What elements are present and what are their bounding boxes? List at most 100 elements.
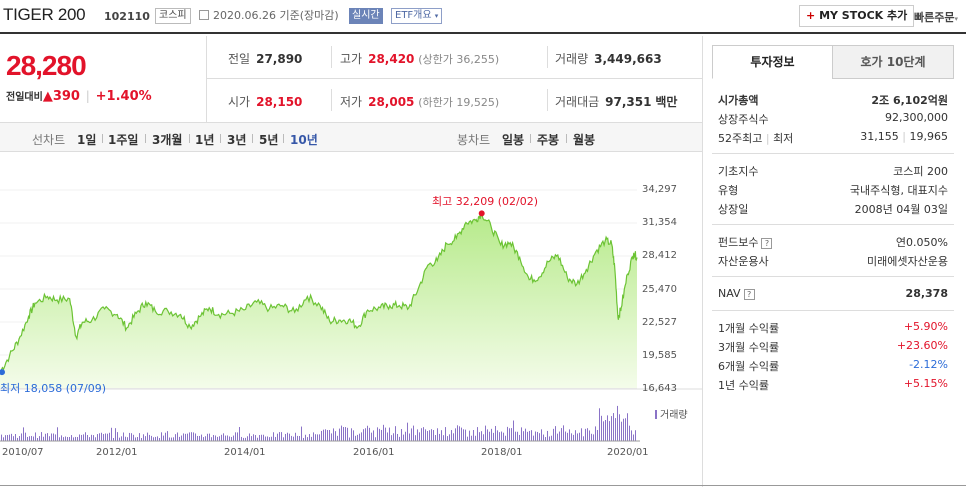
divider	[702, 36, 703, 487]
volume-bar	[507, 426, 508, 441]
volume-bar	[129, 432, 130, 441]
volume-bar	[85, 432, 86, 441]
volume-bar	[233, 435, 234, 441]
period-1d[interactable]: 1일	[77, 133, 97, 147]
realtime-button[interactable]: 실시간	[349, 8, 383, 24]
volume-bar	[143, 434, 144, 441]
market-tag: 코스피	[155, 8, 191, 24]
volume-bar	[351, 428, 352, 441]
help-icon[interactable]: ?	[743, 289, 755, 300]
volume-bar	[133, 434, 134, 441]
volume-bar	[557, 433, 558, 441]
x-tick-label: 2010/07	[2, 447, 44, 458]
volume-bar	[403, 434, 404, 441]
volume-bar	[419, 432, 420, 441]
volume-bar	[183, 433, 184, 441]
volume-bar	[321, 430, 322, 441]
x-tick-label: 2020/01	[607, 447, 649, 458]
volume-bar	[171, 437, 172, 441]
volume-bar	[313, 432, 314, 441]
volume-bar	[161, 432, 162, 441]
volume-bar	[213, 434, 214, 441]
calendar-icon	[199, 10, 209, 20]
tab-order-book[interactable]: 호가 10단계	[832, 45, 954, 79]
volume-bar	[203, 437, 204, 441]
volume-bar	[393, 433, 394, 441]
volume-bar	[335, 431, 336, 441]
volume-bar	[605, 420, 606, 441]
volume-bar	[353, 430, 354, 441]
date-value: 2020.06.26	[213, 9, 276, 22]
divider	[283, 134, 284, 143]
volume-bar	[433, 430, 434, 441]
volume-bar	[121, 436, 122, 441]
volume-bar	[35, 432, 36, 441]
info-return-1y: 1년 수익률 +5.15%	[718, 377, 948, 392]
volume-bar	[581, 428, 582, 441]
volume-bar	[251, 436, 252, 441]
volume-bar	[247, 436, 248, 441]
volume-bar	[597, 429, 598, 441]
divider	[206, 78, 702, 79]
volume-bar	[199, 435, 200, 441]
volume-bar	[179, 436, 180, 441]
volume-bar	[69, 436, 70, 441]
volume-bar	[439, 433, 440, 441]
volume-legend-label: 거래량	[660, 410, 688, 421]
volume-bar	[49, 436, 50, 441]
volume-bar	[267, 436, 268, 441]
volume-bar	[289, 433, 290, 441]
volume-bar	[57, 427, 58, 441]
volume-bar	[473, 430, 474, 441]
volume-bar	[361, 432, 362, 441]
volume-bar	[115, 428, 116, 441]
volume-bar	[401, 429, 402, 441]
etf-overview-dropdown[interactable]: ETF개요 ▾	[391, 8, 443, 24]
volume-bar	[489, 431, 490, 441]
volume-bar	[207, 433, 208, 441]
volume-bar	[209, 433, 210, 441]
volume-bar	[365, 428, 366, 441]
candle-daily[interactable]: 일봉	[502, 133, 525, 147]
volume-bar	[217, 436, 218, 441]
volume-bar	[323, 429, 324, 441]
help-icon[interactable]: ?	[761, 238, 773, 249]
quick-order-dropdown[interactable]: 빠른주문▾	[914, 9, 958, 25]
volume-bar	[405, 431, 406, 441]
volume-bar	[45, 433, 46, 441]
change-value: 390	[52, 89, 80, 104]
period-5y[interactable]: 5년	[259, 133, 279, 147]
period-10y[interactable]: 10년	[290, 133, 318, 147]
volume-bar	[309, 434, 310, 441]
period-3m[interactable]: 3개월	[152, 133, 183, 147]
volume-bar	[15, 434, 16, 441]
period-3y[interactable]: 3년	[227, 133, 247, 147]
add-mystock-button[interactable]: + MY STOCK 추가	[799, 5, 915, 27]
volume-bar	[37, 437, 38, 441]
volume-bar	[621, 421, 622, 441]
tab-investment-info[interactable]: 투자정보	[712, 45, 833, 79]
volume-bar	[119, 437, 120, 441]
volume-bar	[11, 433, 12, 441]
y-tick-label: 25,470	[642, 284, 677, 295]
volume-bar	[287, 432, 288, 441]
volume-bar	[399, 436, 400, 441]
volume-bar	[537, 431, 538, 441]
base-date: 2020.06.26 기준(장마감)	[199, 8, 339, 24]
period-1y[interactable]: 1년	[195, 133, 215, 147]
volume-bar	[543, 434, 544, 441]
volume-bar	[103, 434, 104, 441]
volume-bar	[415, 435, 416, 441]
volume-bar	[25, 432, 26, 441]
candle-weekly[interactable]: 주봉	[537, 133, 560, 147]
candle-monthly[interactable]: 월봉	[573, 133, 596, 147]
volume-bar	[355, 435, 356, 441]
volume-bar	[545, 437, 546, 441]
volume-bar	[589, 430, 590, 441]
period-1w[interactable]: 1주일	[108, 133, 139, 147]
volume-bar	[241, 436, 242, 441]
volume-bar	[569, 429, 570, 441]
volume-bar	[389, 427, 390, 441]
volume-bar	[465, 429, 466, 441]
info-return-3m: 3개월 수익률 +23.60%	[718, 339, 948, 354]
